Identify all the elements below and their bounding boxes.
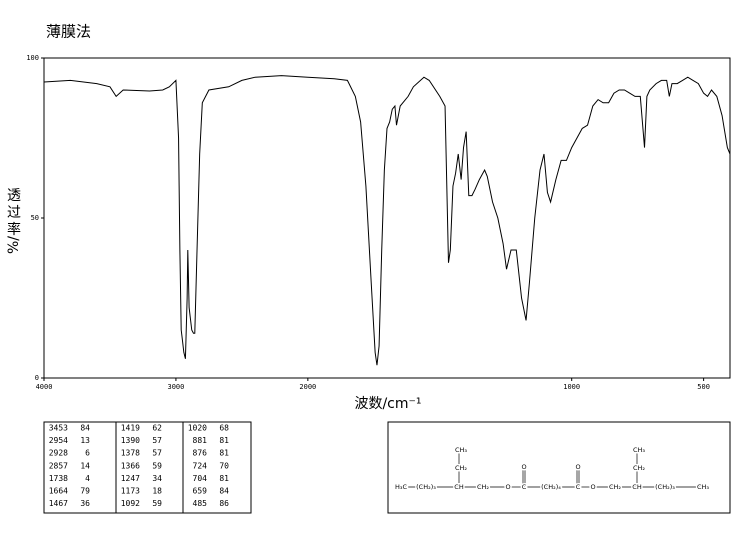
peak-transmittance: 81 — [219, 436, 229, 445]
peak-wavenumber: 1020 — [188, 424, 207, 433]
x-tick-label: 1000 — [563, 383, 580, 391]
chain-group: O — [590, 483, 595, 491]
peak-transmittance: 59 — [152, 461, 162, 470]
peak-transmittance: 84 — [80, 424, 90, 433]
peak-table-frame — [43, 421, 252, 514]
peak-transmittance: 59 — [152, 499, 162, 508]
peak-wavenumber: 1467 — [49, 499, 68, 508]
y-axis-label: %/ — [6, 236, 22, 254]
chart-title: 薄膜法 — [46, 23, 91, 41]
peak-wavenumber: 1366 — [121, 461, 140, 470]
spectrum-line — [43, 75, 731, 366]
peak-transmittance: 4 — [85, 474, 90, 483]
peak-wavenumber: 1390 — [121, 436, 140, 445]
peak-transmittance: 36 — [80, 499, 90, 508]
chain-group: C — [576, 483, 581, 491]
x-tick-label: 4000 — [36, 383, 53, 391]
y-tick-label: 50 — [31, 214, 39, 222]
branch-group: CH₂ — [633, 464, 645, 472]
x-axis-label: 波数/cm⁻¹ — [354, 396, 421, 412]
peak-transmittance: 70 — [219, 461, 229, 470]
peak-wavenumber: 1247 — [121, 474, 140, 483]
peak-transmittance: 18 — [152, 487, 162, 496]
peak-transmittance: 62 — [152, 424, 162, 433]
peak-wavenumber: 2857 — [49, 461, 68, 470]
y-axis-label: 过 — [7, 205, 21, 221]
y-axis-label: 透 — [7, 188, 21, 204]
peak-transmittance: 57 — [152, 449, 162, 458]
peak-wavenumber: 2954 — [49, 436, 68, 445]
peak-transmittance: 68 — [219, 424, 229, 433]
peak-transmittance: 14 — [80, 461, 90, 470]
chain-group: CH — [454, 483, 464, 491]
chain-group: (CH₂)₃ — [416, 483, 436, 491]
chain-group: CH₂ — [477, 483, 489, 491]
peak-transmittance: 6 — [85, 449, 90, 458]
peak-wavenumber: 659 — [193, 487, 208, 496]
peak-wavenumber: 1419 — [121, 424, 140, 433]
chain-group: C — [522, 483, 527, 491]
branch-group: CH₂ — [455, 464, 467, 472]
peak-transmittance: 86 — [219, 499, 229, 508]
peak-transmittance: 79 — [80, 487, 90, 496]
peak-transmittance: 81 — [219, 474, 229, 483]
peak-wavenumber: 1664 — [49, 487, 68, 496]
chain-group: CH — [632, 483, 642, 491]
peak-transmittance: 34 — [152, 474, 162, 483]
chain-group: CH₂ — [609, 483, 621, 491]
peak-wavenumber: 1378 — [121, 449, 140, 458]
y-axis-label: 率 — [7, 221, 21, 238]
peak-wavenumber: 2928 — [49, 449, 68, 458]
peak-wavenumber: 881 — [193, 436, 208, 445]
peak-wavenumber: 876 — [193, 449, 208, 458]
chain-group: (CH₂)₄ — [541, 483, 561, 491]
chain-group: O — [505, 483, 510, 491]
peak-wavenumber: 3453 — [49, 424, 68, 433]
structure: CH₂ CH₃ O O CH₂ CH₃ H₃C (CH₂)₃ CH CH₂ O C (CH₂)₄ C O CH… — [393, 445, 710, 493]
peak-wavenumber: 1173 — [121, 487, 140, 496]
x-tick-label: 2000 — [299, 383, 316, 391]
x-tick-label: 500 — [697, 383, 710, 391]
peak-wavenumber: 724 — [193, 461, 208, 470]
peak-transmittance: 84 — [219, 487, 229, 496]
y-tick-label: 0 — [35, 374, 39, 382]
chain-group: H₃C — [395, 483, 407, 491]
structure-frame — [387, 421, 731, 514]
chain-group: CH₃ — [697, 483, 709, 491]
chain-group: (CH₂)₃ — [655, 483, 675, 491]
branch-group: CH₃ — [633, 446, 645, 454]
y-tick-label: 100 — [26, 54, 39, 62]
peak-transmittance: 81 — [219, 449, 229, 458]
peak-wavenumber: 1092 — [121, 499, 140, 508]
peak-wavenumber: 1738 — [49, 474, 68, 483]
branch-group: CH₃ — [455, 446, 467, 454]
peak-transmittance: 13 — [80, 436, 90, 445]
peak-wavenumber: 704 — [193, 474, 208, 483]
peak-wavenumber: 485 — [193, 499, 208, 508]
x-tick-label: 3000 — [167, 383, 184, 391]
plot-frame — [43, 57, 731, 379]
peak-transmittance: 57 — [152, 436, 162, 445]
branch-group: O — [575, 463, 580, 471]
branch-group: O — [521, 463, 526, 471]
